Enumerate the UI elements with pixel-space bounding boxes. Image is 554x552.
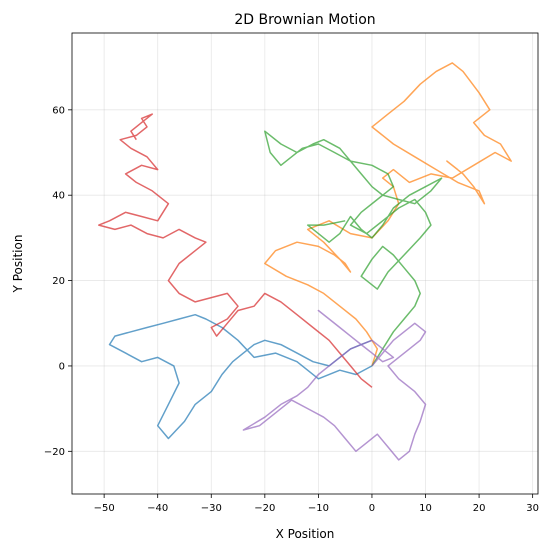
series-4-path [98,113,373,388]
series-2-path [264,62,512,367]
x-axis-label: X Position [276,527,335,541]
x-tick-label: −20 [254,503,275,514]
grid [72,33,538,494]
series-1-path [108,313,373,440]
x-tick-label: −50 [94,503,115,514]
y-tick-label: 20 [52,276,65,287]
x-tick-label: 20 [473,503,486,514]
chart-title: 2D Brownian Motion [234,12,375,28]
x-tick-label: 10 [419,503,432,514]
series-5-path [242,309,427,461]
plot-frame [71,32,539,495]
y-tick-label: 60 [52,105,65,116]
y-tick-label: 40 [52,191,65,202]
x-tick-label: −40 [147,503,168,514]
x-tick-label: 0 [369,503,375,514]
y-axis-label: Y Position [11,235,25,294]
x-tick-label: −10 [308,503,329,514]
x-tick-label: −30 [201,503,222,514]
y-axis-ticks: −20 0 20 40 60 [44,105,72,458]
x-axis-ticks: −50 −40 −30 −20 −10 0 10 20 30 [94,494,539,514]
series-layer [98,62,512,461]
y-tick-label: −20 [44,447,65,458]
series-3-path [264,130,443,367]
y-tick-label: 0 [59,361,65,372]
x-tick-label: 30 [526,503,539,514]
